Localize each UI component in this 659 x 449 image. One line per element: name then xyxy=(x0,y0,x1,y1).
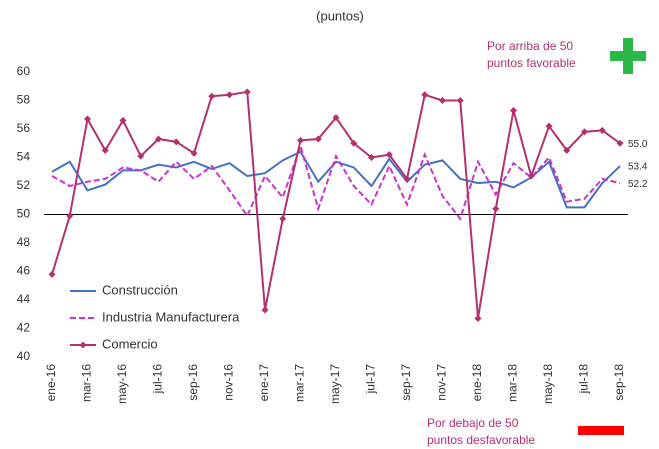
y-tick-label: 44 xyxy=(17,292,31,306)
data-point xyxy=(101,146,109,154)
data-point xyxy=(598,126,606,134)
x-tick-label: sep-17 xyxy=(399,364,413,401)
x-tick-label: sep-18 xyxy=(612,364,626,401)
x-tick-label: may-17 xyxy=(328,364,342,404)
x-tick-label: jul-16 xyxy=(151,364,165,395)
data-point xyxy=(421,91,429,99)
x-tick-label: mar-18 xyxy=(506,364,520,402)
data-point xyxy=(332,114,340,122)
y-tick-label: 42 xyxy=(17,321,31,335)
annotation: Por debajo de 50 xyxy=(427,416,519,430)
annotation: puntos favorable xyxy=(487,56,576,70)
x-tick-label: mar-16 xyxy=(80,364,94,402)
data-point xyxy=(190,149,198,157)
data-point xyxy=(456,97,464,104)
data-point xyxy=(581,128,588,136)
y-tick-label: 50 xyxy=(17,207,31,221)
value-label: 55.0 xyxy=(628,139,648,150)
x-tick-label: jul-18 xyxy=(577,364,591,395)
chart-title: (puntos) xyxy=(316,8,364,23)
value-label: 52.2 xyxy=(628,179,648,190)
data-point xyxy=(563,146,571,154)
data-point xyxy=(48,270,56,278)
data-point xyxy=(243,88,251,96)
data-point xyxy=(119,116,127,124)
legend-label: Industria Manufacturera xyxy=(102,309,240,324)
value-label: 53.4 xyxy=(628,162,648,173)
legend-label: Construcción xyxy=(102,282,178,297)
data-point xyxy=(439,97,446,104)
data-point xyxy=(226,91,233,99)
data-point xyxy=(84,115,91,123)
data-point xyxy=(172,138,180,146)
legend-label: Comercio xyxy=(102,336,158,351)
data-point xyxy=(474,315,482,323)
x-tick-label: mar-17 xyxy=(293,364,307,402)
x-tick-label: ene-18 xyxy=(470,364,484,402)
y-tick-label: 58 xyxy=(17,93,31,107)
data-point xyxy=(510,106,517,114)
series-line xyxy=(51,150,621,209)
data-point xyxy=(155,135,162,143)
x-tick-label: nov-16 xyxy=(222,364,236,401)
x-tick-label: sep-16 xyxy=(186,364,200,401)
data-point xyxy=(616,139,624,147)
legend-marker xyxy=(79,341,87,349)
data-point xyxy=(403,175,411,183)
y-tick-label: 48 xyxy=(17,235,31,249)
x-tick-label: jul-17 xyxy=(364,364,378,395)
series-line xyxy=(51,142,621,221)
x-tick-label: ene-16 xyxy=(44,364,58,402)
x-tick-label: ene-17 xyxy=(257,364,271,402)
x-tick-label: nov-17 xyxy=(435,364,449,401)
y-tick-label: 60 xyxy=(17,64,31,78)
data-point xyxy=(279,215,287,223)
minus-icon xyxy=(578,426,624,435)
y-tick-label: 46 xyxy=(17,264,31,278)
data-point xyxy=(385,151,393,159)
plus-icon xyxy=(610,38,646,74)
data-point xyxy=(208,92,216,100)
y-tick-label: 52 xyxy=(17,178,31,192)
data-point xyxy=(66,212,74,220)
data-point xyxy=(261,306,269,314)
y-tick-label: 54 xyxy=(17,150,31,164)
annotation: Por arriba de 50 xyxy=(487,39,573,53)
data-point xyxy=(314,135,322,143)
data-point xyxy=(368,154,375,161)
data-point xyxy=(137,152,145,160)
data-point xyxy=(545,122,553,130)
annotation: puntos desfavorable xyxy=(427,433,535,447)
x-tick-label: may-16 xyxy=(115,364,129,404)
data-point xyxy=(350,139,358,147)
data-point xyxy=(297,136,304,144)
y-tick-label: 56 xyxy=(17,121,31,135)
data-point xyxy=(492,205,500,213)
x-tick-label: may-18 xyxy=(541,364,555,404)
data-point xyxy=(527,172,535,180)
y-tick-label: 40 xyxy=(17,349,31,363)
